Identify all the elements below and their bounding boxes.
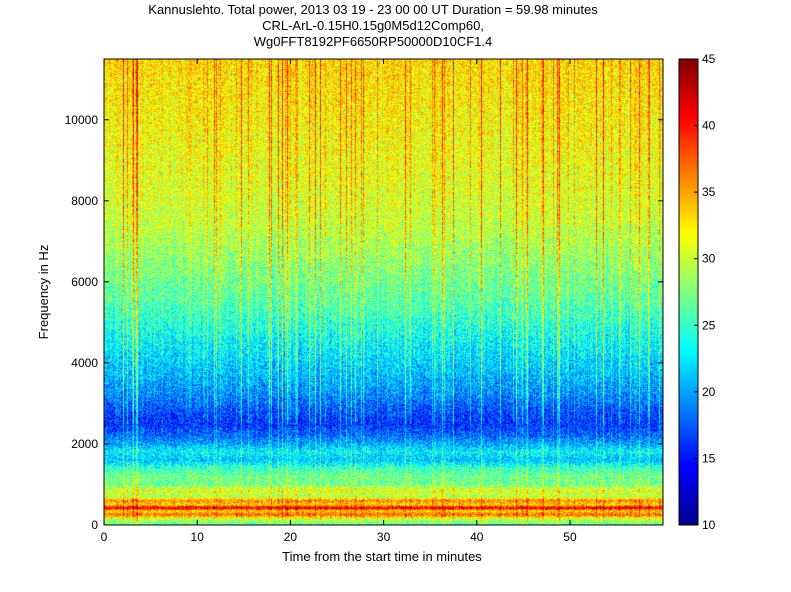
colorbar-frame	[678, 58, 699, 526]
y-tick-label: 6000	[71, 275, 98, 289]
spectrogram-image	[104, 59, 663, 525]
y-tick-label: 8000	[71, 194, 98, 208]
x-tick-label: 50	[563, 530, 577, 544]
colorbar-tick-label: 45	[702, 52, 716, 66]
x-axis-label: Time from the start time in minutes	[282, 549, 482, 564]
x-tick-label: 40	[470, 530, 484, 544]
y-tick-label: 2000	[71, 437, 98, 451]
colorbar-axis: 10 15 20 25 30 35 40 45	[694, 52, 716, 532]
colorbar-tick-label: 20	[702, 385, 716, 399]
x-tick-label: 30	[377, 530, 391, 544]
colorbar-tick-label: 30	[702, 252, 716, 266]
y-axis: 0 2000 4000 6000 8000 10000	[65, 113, 663, 532]
chart-title-line-3: Wg0FFT8192PF6650RP50000D10CF1.4	[254, 34, 492, 49]
colorbar-tick-label: 40	[702, 119, 716, 133]
colorbar-tick-label: 10	[702, 518, 716, 532]
y-axis-label: Frequency in Hz	[36, 245, 51, 340]
colorbar-tick-label: 25	[702, 318, 716, 332]
chart-title-line-2: CRL-ArL-0.15H0.15g0M5d12Comp60,	[262, 18, 484, 33]
x-tick-label: 10	[191, 530, 205, 544]
colorbar-tick-label: 35	[702, 185, 716, 199]
x-tick-label: 0	[101, 530, 108, 544]
y-tick-label: 10000	[65, 113, 99, 127]
colorbar-image	[679, 59, 698, 525]
chart-title-line-1: Kannuslehto. Total power, 2013 03 19 - 2…	[148, 2, 598, 17]
x-tick-label: 20	[284, 530, 298, 544]
x-axis: 0 10 20 30 40 50	[101, 59, 577, 544]
colorbar-tick-label: 15	[702, 451, 716, 465]
y-tick-label: 4000	[71, 356, 98, 370]
y-tick-label: 0	[91, 518, 98, 532]
